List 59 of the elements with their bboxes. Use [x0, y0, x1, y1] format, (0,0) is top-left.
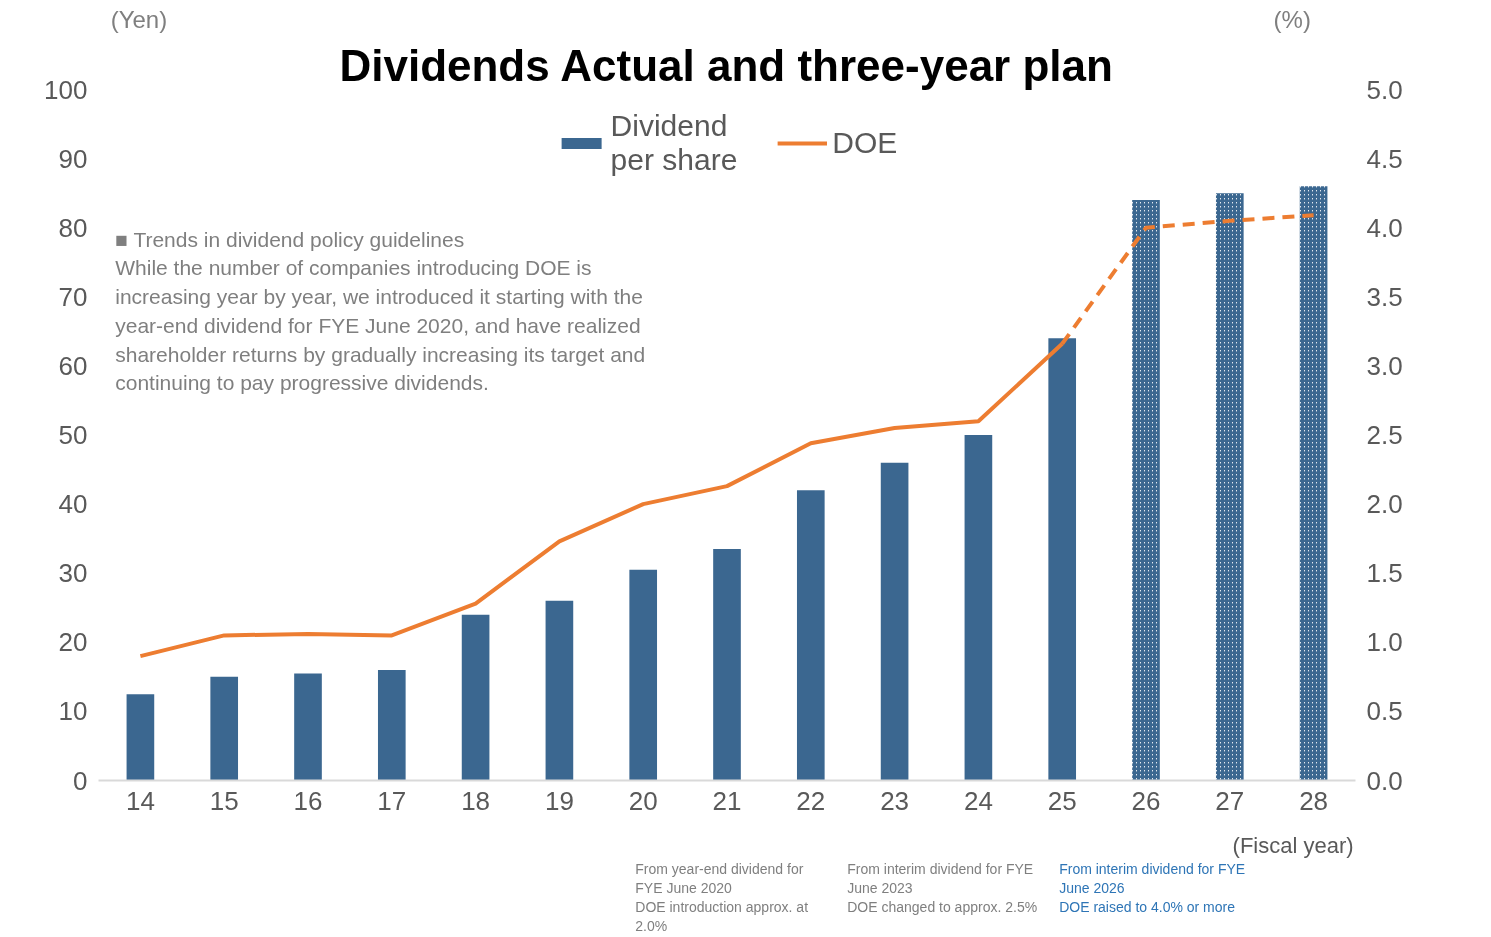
annotation: ■ Trends in dividend policy guidelines While the number of companies introducing DOE is increasing year by year, we introduced it starting with the year-end dividend for FYE June 2020, and have realized shareholder returns by gradually increasing its target and continuing to pay progressive dividends.: [115, 227, 646, 395]
x-tick-label: 25: [1047, 785, 1077, 816]
x-tick-label: 15: [209, 785, 239, 816]
bar: [210, 676, 239, 781]
x-tick-label: 26: [1131, 785, 1161, 816]
bar: [377, 669, 406, 781]
x-tick-label: 17: [377, 785, 407, 816]
y2-tick-label: 5.0: [1366, 74, 1403, 105]
x-axis-title: (Fiscal year): [1232, 832, 1354, 858]
y-tick-label: 80: [58, 212, 88, 243]
legend-label: DOE: [832, 126, 898, 160]
y2-tick-label: 2.5: [1366, 420, 1403, 450]
x-tick-label: 16: [293, 785, 323, 816]
y-tick-label: 100: [44, 74, 88, 105]
x-tick-label: 21: [712, 785, 742, 816]
x-tick-label: 22: [796, 785, 826, 816]
y-tick-label: 20: [58, 627, 88, 658]
bar: [713, 549, 741, 781]
legend-label: Dividend per share: [610, 109, 738, 177]
y-axis-title: (Yen): [110, 6, 168, 33]
y-tick-label: 0: [73, 765, 88, 796]
y-tick-label: 30: [58, 558, 88, 589]
y2-tick-label: 4.5: [1366, 143, 1403, 174]
y2-tick-label: 3.0: [1366, 350, 1403, 381]
y2-tick-label: 1.0: [1366, 627, 1403, 658]
y2-tick-label: 0.5: [1366, 696, 1403, 727]
bar: [796, 490, 825, 781]
y-tick-label: 90: [58, 143, 88, 174]
y2-tick-label: 1.5: [1366, 558, 1403, 589]
bar: [294, 673, 322, 781]
y-tick-label: 40: [58, 489, 88, 520]
bar: [545, 600, 574, 781]
bar: [964, 435, 993, 781]
bar: [880, 462, 909, 781]
x-tick-label: 27: [1215, 785, 1245, 816]
y2-tick-label: 4.0: [1366, 212, 1403, 243]
x-tick-label: 28: [1299, 785, 1329, 816]
x-tick-label: 19: [544, 785, 574, 816]
text: From interim dividend for FYE June 2026 DOE raised to 4.0% or more: [1059, 860, 1246, 915]
chart-title: Dividends Actual and three-year plan: [339, 40, 1113, 90]
y2-tick-label: 2.0: [1366, 489, 1403, 520]
y-tick-label: 50: [58, 420, 88, 450]
y2-axis-title: (%): [1273, 6, 1311, 33]
y2-tick-label: 0.0: [1366, 765, 1403, 796]
y-tick-label: 10: [58, 696, 88, 727]
x-tick-label: 14: [125, 785, 155, 816]
bar: [629, 569, 658, 781]
x-tick-label: 24: [963, 785, 993, 816]
text: From interim dividend for FYE June 2023 DOE changed to approx. 2.5%: [847, 860, 1038, 915]
x-tick-label: 23: [880, 785, 910, 816]
bar: [126, 694, 155, 781]
text: From year-end dividend for FYE June 2020 DOE introduction approx. at 2.0%: [635, 860, 809, 935]
y-tick-label: 60: [58, 350, 88, 381]
x-tick-label: 18: [461, 785, 491, 816]
x-tick-label: 20: [628, 785, 658, 816]
bar: [461, 614, 490, 781]
bar: [1048, 338, 1077, 781]
y-tick-label: 70: [58, 281, 88, 312]
y2-tick-label: 3.5: [1366, 281, 1403, 312]
